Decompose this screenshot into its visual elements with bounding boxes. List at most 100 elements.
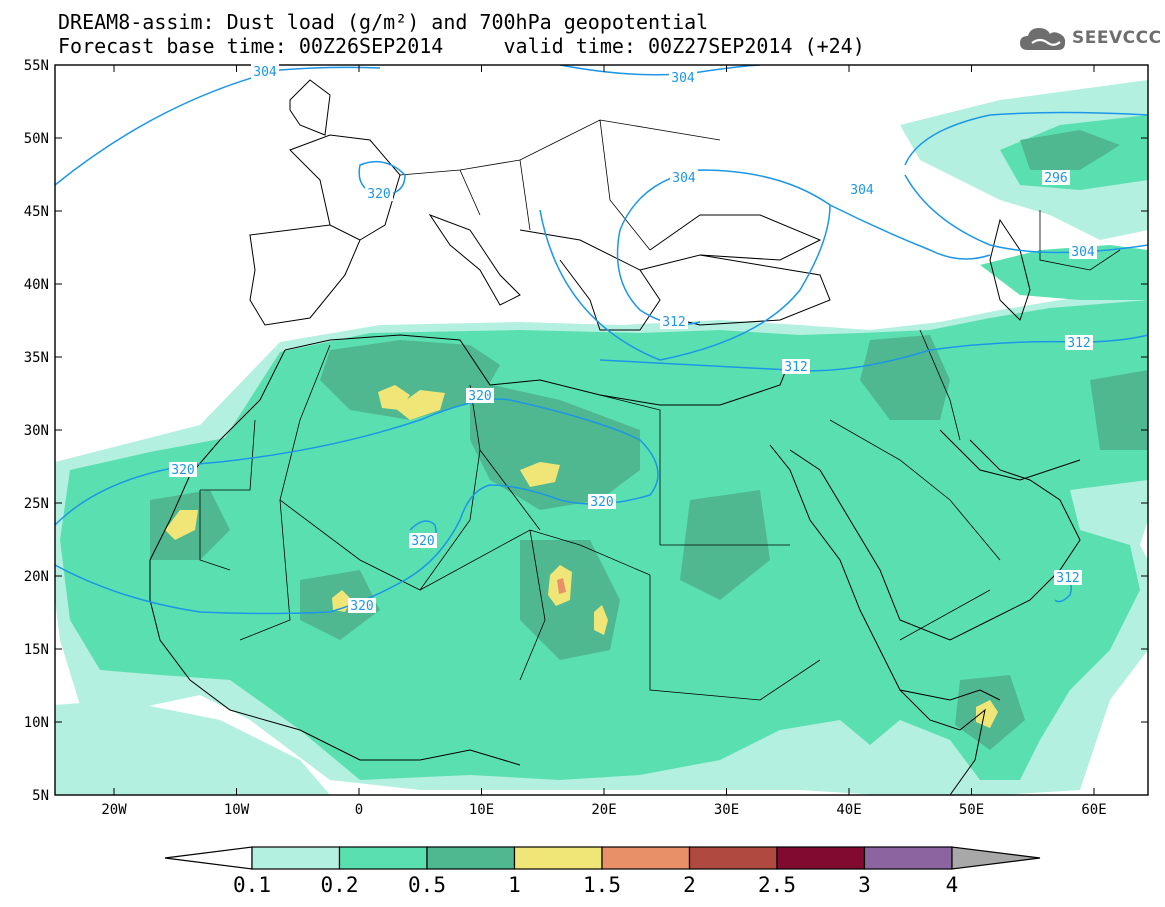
contour-label-bg (1065, 335, 1093, 350)
coastline-turkey (639, 254, 831, 326)
lat-label: 5N (32, 788, 49, 804)
border-mauritania (199, 490, 231, 571)
contour-label: 312 (662, 315, 685, 330)
dust-area-dark-10 (1090, 370, 1148, 450)
dust-area-yellow-2 (395, 390, 445, 420)
contour-312-north (55, 66, 381, 186)
lat-label: 40N (24, 277, 49, 293)
contour-label: 312 (1056, 571, 1079, 586)
colorbar-swatch (251, 846, 341, 870)
border-yemen (899, 589, 991, 641)
contour-label-bg (466, 388, 494, 403)
borders (199, 119, 1121, 701)
colorbar-label: 0.5 (408, 873, 446, 897)
lat-label: 35N (24, 350, 49, 366)
dust-area-mid (60, 300, 1148, 780)
colorbar-label: 0.1 (233, 873, 271, 897)
coastline-black-sea (649, 214, 822, 261)
lon-label: 0 (355, 802, 363, 818)
colorbar-swatch (513, 846, 603, 870)
border-central-asia (1039, 210, 1121, 271)
colorbar-label: 1 (508, 873, 521, 897)
contour-label-bg (588, 494, 616, 509)
dust-area-mid-caucasus (980, 245, 1148, 300)
contour-label-bg (169, 462, 197, 477)
contour-label-bg (848, 182, 876, 197)
contour-label-bg (660, 314, 688, 329)
border-morocco (200, 419, 256, 491)
border-mali (239, 499, 291, 641)
contour-labels: 304 304 304 320 304 296 304 312 312 312 320 320 320 3… (169, 64, 1097, 614)
contour-label: 320 (468, 389, 491, 404)
contour-296 (904, 111, 1148, 166)
contour-label: 320 (367, 187, 390, 202)
colorbar-label: 0.2 (321, 873, 359, 897)
lon-label: 10E (469, 802, 494, 818)
contour-304-east (829, 204, 991, 260)
contour-label-bg (1069, 244, 1097, 259)
contour-label-bg (669, 70, 697, 85)
dust-area-yellow-3 (520, 462, 560, 487)
lon-label: 20W (101, 802, 127, 818)
colorbar-label: 1.5 (583, 873, 621, 897)
contour-320-main (55, 398, 659, 615)
coastline-iberia (249, 224, 361, 326)
contour-320-france (358, 160, 406, 196)
colorbar: 0.1 0.2 0.5 1 1.5 2 2.5 3 4 (164, 846, 1041, 897)
latitude-axis: 55N 50N 45N 40N 35N 30N 25N 20N 15N 10N 5N (24, 58, 1148, 804)
coastline-britain (289, 79, 331, 136)
contour-label: 304 (1071, 245, 1095, 260)
lat-label: 30N (24, 423, 49, 439)
lon-label: 60E (1081, 802, 1106, 818)
coastlines (149, 79, 1081, 795)
border-europe (399, 119, 721, 251)
dust-area-yellow-8 (976, 700, 998, 728)
border-niger (419, 529, 651, 591)
lat-label: 25N (24, 496, 49, 512)
seevccc-logo: SEEVCCC (1018, 24, 1162, 52)
colorbar-swatch (601, 846, 691, 870)
colorbar-label: 3 (858, 873, 871, 897)
border-iran (919, 329, 961, 441)
dust-area-yellow-7 (594, 605, 608, 635)
logo-text: SEEVCCC (1072, 28, 1162, 48)
contour-label: 320 (411, 534, 434, 549)
dust-area-dark-1 (320, 340, 500, 420)
dust-area-dark-7 (860, 335, 950, 420)
contour-label-bg (1042, 170, 1070, 185)
map-title: DREAM8-assim: Dust load (g/m²) and 700hP… (58, 10, 709, 34)
cloud-icon (1020, 28, 1066, 50)
lat-label: 45N (24, 204, 49, 220)
contour-label: 320 (171, 463, 194, 478)
lat-label: 20N (24, 569, 49, 585)
map-subtitle: Forecast base time: 00Z26SEP2014 valid t… (58, 34, 865, 58)
geopotential-contours (55, 65, 1148, 615)
colorbar-over-arrow (951, 846, 1041, 870)
lon-label: 50E (959, 802, 984, 818)
colorbar-swatch (863, 846, 953, 870)
colorbar-under-arrow (164, 846, 253, 870)
border-chad (519, 529, 546, 681)
contour-label: 304 (253, 65, 277, 80)
border-algeria (279, 344, 481, 591)
contour-label: 320 (590, 495, 613, 510)
coastline-west-africa (149, 349, 521, 766)
dust-area-dark-2 (470, 380, 640, 510)
dust-shading (55, 80, 1148, 795)
coastline-red-sea (769, 444, 1001, 701)
contour-304-top (559, 65, 761, 76)
coastline-somalia (899, 689, 986, 795)
contour-label: 304 (671, 71, 695, 86)
coastline-north-africa (284, 334, 791, 406)
coastline-italy (428, 213, 521, 306)
longitude-axis: 20W 10W 0 10E 20E 30E 40E 50E 60E (101, 65, 1107, 818)
lat-label: 55N (24, 58, 49, 74)
contour-label-bg (1054, 570, 1082, 585)
contour-label: 296 (1044, 171, 1067, 186)
lon-label: 20E (591, 802, 616, 818)
colorbar-label: 2 (683, 873, 696, 897)
contour-label-bg (251, 64, 279, 79)
lon-label: 10W (224, 802, 250, 818)
lon-label: 30E (714, 802, 739, 818)
colorbar-swatch (426, 846, 516, 870)
